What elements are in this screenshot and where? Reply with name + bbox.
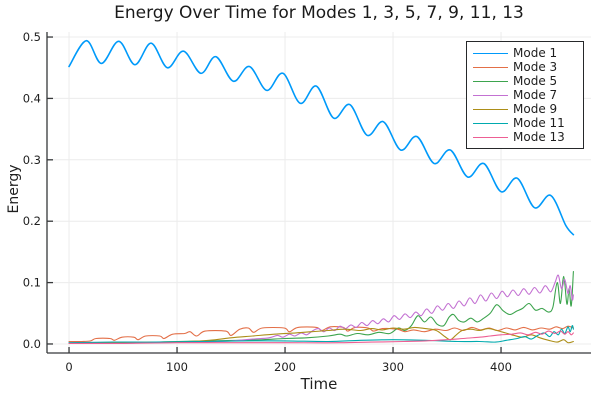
series-line-mode-7 [68, 274, 574, 344]
legend-item-mode-11: Mode 11 [473, 116, 578, 130]
legend: Mode 1 Mode 3 Mode 5 Mode 7 Mode 9 Mode 11 Mod… [466, 41, 584, 149]
legend-label: Mode 3 [513, 60, 558, 74]
y-tick-label: 0.2 [23, 214, 41, 228]
legend-label: Mode 13 [513, 130, 565, 144]
legend-label: Mode 1 [513, 46, 558, 60]
chart-title: Energy Over Time for Modes 1, 3, 5, 7, 9… [114, 3, 524, 23]
legend-item-mode-3: Mode 3 [473, 60, 578, 74]
series-line-mode-11 [68, 325, 574, 344]
legend-line-sample [473, 52, 508, 54]
legend-line-sample [473, 122, 508, 124]
legend-item-mode-5: Mode 5 [473, 74, 578, 88]
legend-label: Mode 7 [513, 88, 558, 102]
legend-line-sample [473, 80, 508, 82]
y-tick-label: 0.4 [23, 91, 41, 105]
legend-label: Mode 11 [513, 116, 565, 130]
legend-item-mode-1: Mode 1 [473, 46, 578, 60]
x-axis-label: Time [300, 375, 338, 393]
legend-line-sample [473, 136, 508, 138]
x-tick-label: 300 [382, 360, 404, 374]
series-line-mode-3 [68, 325, 574, 343]
series-line-mode-9 [68, 326, 574, 344]
y-tick-label: 0.5 [23, 30, 41, 44]
legend-item-mode-7: Mode 7 [473, 88, 578, 102]
series-line-mode-1 [68, 39, 575, 236]
series-line-mode-5 [68, 270, 574, 344]
x-tick-label: 400 [490, 360, 512, 374]
legend-item-mode-9: Mode 9 [473, 102, 578, 116]
x-tick-label: 100 [166, 360, 188, 374]
x-tick-label: 0 [65, 360, 72, 374]
legend-line-sample [473, 108, 508, 110]
y-tick-label: 0.3 [23, 153, 41, 167]
y-tick-label: 0.0 [23, 337, 41, 351]
x-tick-label: 200 [274, 360, 296, 374]
legend-line-sample [473, 66, 508, 68]
y-tick-label: 0.1 [23, 276, 41, 290]
legend-item-mode-13: Mode 13 [473, 130, 578, 144]
series-line-mode-13 [68, 330, 574, 344]
legend-label: Mode 5 [513, 74, 558, 88]
legend-label: Mode 9 [513, 102, 558, 116]
legend-line-sample [473, 94, 508, 96]
